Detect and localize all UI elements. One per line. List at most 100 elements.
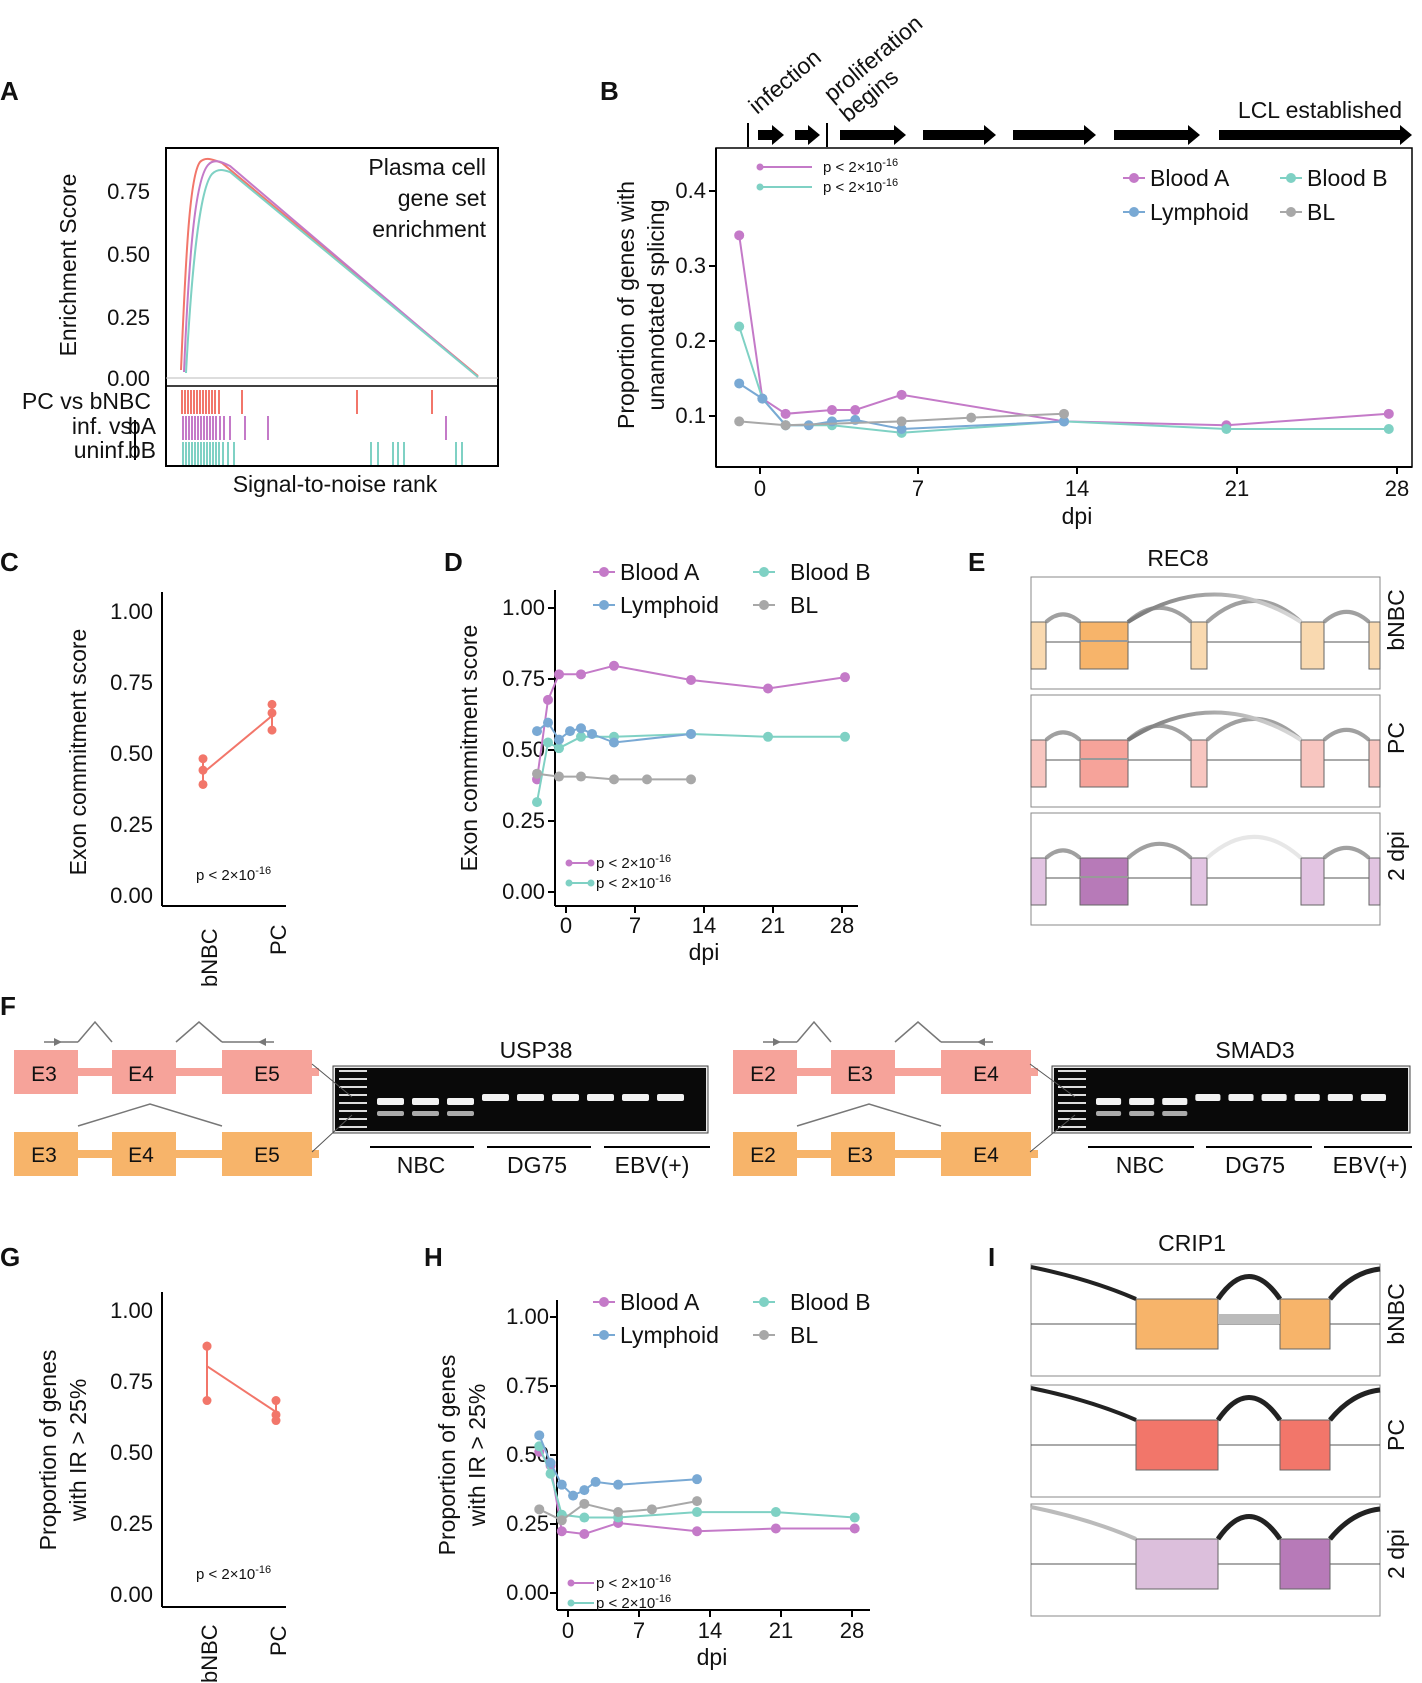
gel-connector-2 xyxy=(311,1114,353,1153)
point-blood-a-5 xyxy=(692,1526,702,1537)
exon-smad3-bot-3: E4 xyxy=(973,1144,999,1167)
plot-h-series xyxy=(534,1430,860,1539)
sashimi-i-junction-mid-0 xyxy=(1215,1274,1283,1301)
pair-point-bnbc-0 xyxy=(198,779,208,789)
gel-title-usp38: USP38 xyxy=(500,1037,573,1063)
point-lymphoid-7 xyxy=(686,728,696,739)
point-bl-0 xyxy=(532,768,542,779)
point-blood-a-6 xyxy=(770,1523,781,1534)
legend-h-swatch-blood-b xyxy=(759,1297,769,1307)
sashimi-e-junction-0-3 xyxy=(1322,609,1371,624)
gel-band-upper-6 xyxy=(587,1094,614,1101)
panel-label-e: E xyxy=(968,547,985,577)
title-i: CRIP1 xyxy=(1158,1230,1226,1256)
point-lymphoid-6 xyxy=(613,1479,624,1490)
gel-band-lower-2 xyxy=(447,1111,474,1116)
panel-label-d: D xyxy=(444,547,463,577)
sashimi-e-junction-0-0 xyxy=(1044,612,1082,624)
legend-h-lymphoid: Lymphoid xyxy=(620,1322,719,1348)
sashimi-i-exon-2-0 xyxy=(1135,1538,1219,1590)
splice-line-top-2 xyxy=(175,1021,223,1043)
splice-line-bottom xyxy=(796,1103,942,1127)
gel-title-smad3: SMAD3 xyxy=(1215,1037,1294,1063)
ytick-c-3: 0.25 xyxy=(110,812,153,837)
gel-group-smad3-nbc: NBC xyxy=(1116,1152,1165,1178)
exon-box-bottom-1 xyxy=(831,1132,895,1176)
ytick-h-1: 0.75 xyxy=(506,1373,549,1398)
point-blood-a-2 xyxy=(556,1526,567,1537)
ytick-c-4: 0.00 xyxy=(110,883,153,908)
sashimi-i-exon-1-0 xyxy=(1135,1419,1219,1471)
ticks-h xyxy=(550,1316,853,1617)
primer-arrow-r xyxy=(977,1038,985,1046)
xtick-g-0: bNBC xyxy=(197,1624,222,1683)
point-bl-3 xyxy=(613,1507,624,1518)
point-blood-a-2 xyxy=(554,669,564,680)
rug-label-ba: bA xyxy=(128,413,157,439)
panel-i: I CRIP1 bNBC PC 2 dpi xyxy=(988,1230,1409,1617)
gel-group-usp38-nbc: NBC xyxy=(397,1152,446,1178)
point-blood-b-3 xyxy=(576,731,586,742)
track-e-2dpi: 2 dpi xyxy=(1383,831,1409,881)
gel-band-upper-8 xyxy=(657,1094,684,1101)
ylabel-b-line1: Proportion of genes with xyxy=(613,181,639,429)
point-lymphoid-6 xyxy=(896,424,907,435)
xtick-d-2: 14 xyxy=(692,913,716,938)
exon-box-bottom-0 xyxy=(733,1132,797,1176)
gsea-annotation-3: enrichment xyxy=(372,216,486,242)
exon-smad3-bot-2: E3 xyxy=(847,1144,873,1167)
pval-b-dot-b xyxy=(756,183,764,191)
gel-ladder-band-3 xyxy=(339,1094,367,1096)
point-blood-a-7 xyxy=(840,672,850,683)
sashimi-e-junction-1-0 xyxy=(1044,730,1082,742)
legend-b-swatch-lymphoid xyxy=(1129,207,1139,217)
xlabel-a: Signal-to-noise rank xyxy=(233,471,438,497)
panel-c: C 1.00 0.75 0.50 0.25 0.00 Exon commitme… xyxy=(0,547,291,987)
point-bl-1 xyxy=(780,420,791,431)
sashimi-e-exon-2-1 xyxy=(1079,857,1129,906)
timeline-arrow-0 xyxy=(758,125,784,145)
ytick-g-0: 1.00 xyxy=(110,1298,153,1323)
legend-b-swatch-blood-a xyxy=(1129,173,1139,183)
panel-h: H 1.00 0.75 0.50 0.25 0.00 0 7 14 21 28 … xyxy=(424,1242,871,1670)
point-blood-b-6 xyxy=(763,731,773,742)
legend-b-bl: BL xyxy=(1307,199,1335,225)
point-lymphoid-0 xyxy=(734,378,745,389)
legend-d-swatch-blood-a xyxy=(599,567,609,577)
timeline-arrow-2 xyxy=(840,125,906,145)
pval-d-dot-a2 xyxy=(587,859,595,867)
ytick-a-3: 0.00 xyxy=(107,366,150,391)
gel-band-upper-8 xyxy=(1360,1094,1386,1101)
legend-d-swatch-bl xyxy=(759,600,769,610)
ytick-c-0: 1.00 xyxy=(110,599,153,624)
pval-h-dot-b xyxy=(567,1599,575,1607)
ylabel-b-line2: unannotated splicing xyxy=(643,200,669,411)
pval-d-1: p < 2×10-16 xyxy=(596,853,671,872)
exon-usp38-top-1: E3 xyxy=(31,1063,57,1086)
exon-box-bottom-1 xyxy=(112,1132,176,1176)
xtick-d-0: 0 xyxy=(560,913,572,938)
pval-b-dot-a xyxy=(756,163,764,171)
exon-box-top-2 xyxy=(941,1050,1031,1094)
panel-d: D 1.00 0.75 0.50 0.25 0.00 0 7 14 21 28 … xyxy=(444,547,871,965)
timeline-arrow-5 xyxy=(1114,125,1200,145)
point-lymphoid-3 xyxy=(568,1490,579,1501)
exon-usp38-bot-2: E4 xyxy=(128,1144,154,1167)
rug-label-bb: bB xyxy=(128,437,156,463)
legend-b-blood-b: Blood B xyxy=(1307,165,1388,191)
curve-pc-vs-bnbc xyxy=(180,157,479,377)
legend-d-lymphoid: Lymphoid xyxy=(620,592,719,618)
xtick-b-3: 21 xyxy=(1225,476,1249,501)
pair-point-pc-1 xyxy=(267,708,277,718)
ytick-h-0: 1.00 xyxy=(506,1304,549,1329)
pval-d-dot-b2 xyxy=(587,879,595,887)
pval-h-1: p < 2×10-16 xyxy=(596,1573,671,1592)
point-blood-a-3 xyxy=(827,405,837,416)
point-blood-a-3 xyxy=(576,669,586,680)
sashimi-e-coverage-0 xyxy=(1080,640,1128,642)
sashimi-e-exon-1-1 xyxy=(1079,739,1129,788)
point-blood-a-3 xyxy=(579,1528,590,1539)
panel-a: A 0.75 0.50 0.25 0.00 Enrichment Score P… xyxy=(0,76,499,497)
ylabel-d: Exon commitment score xyxy=(456,625,482,872)
exon-usp38-top-3: E5 xyxy=(254,1063,280,1086)
